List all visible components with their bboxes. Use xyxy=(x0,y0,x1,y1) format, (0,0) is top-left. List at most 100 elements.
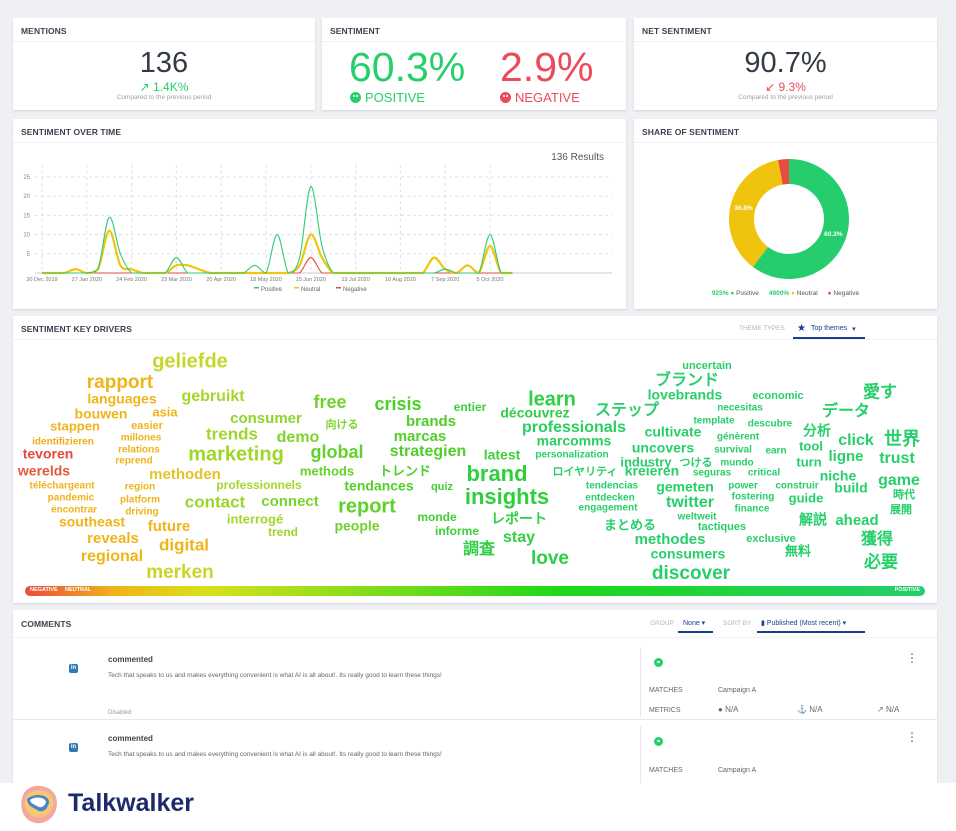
word-cloud-term[interactable]: 必要 xyxy=(863,551,898,571)
word-cloud-term[interactable]: seguras xyxy=(693,468,732,479)
word-cloud-term[interactable]: 時代 xyxy=(893,487,915,501)
word-cloud-term[interactable]: 向ける xyxy=(326,417,359,431)
word-cloud-term[interactable]: earn xyxy=(765,446,786,457)
word-cloud-term[interactable]: ligne xyxy=(828,448,863,465)
word-cloud-term[interactable]: construir xyxy=(775,481,818,492)
word-cloud-term[interactable]: reprend xyxy=(115,456,152,467)
word-cloud-term[interactable]: southeast xyxy=(59,514,125,530)
word-cloud-term[interactable]: téléchargeant xyxy=(29,481,95,492)
word-cloud-term[interactable]: strategien xyxy=(390,443,466,460)
word-cloud-term[interactable]: tendencias xyxy=(586,481,639,492)
word-cloud-term[interactable]: industry xyxy=(620,454,672,469)
word-cloud-term[interactable]: トレンド xyxy=(379,463,431,478)
word-cloud-term[interactable]: necesitas xyxy=(717,403,763,414)
word-cloud-term[interactable]: power xyxy=(728,481,758,492)
word-cloud-term[interactable]: region xyxy=(125,482,156,493)
word-cloud-term[interactable]: guide xyxy=(789,490,824,505)
word-cloud-term[interactable]: stappen xyxy=(50,418,100,433)
word-cloud-term[interactable]: quiz xyxy=(431,481,453,493)
word-cloud-term[interactable]: ロイヤリティ xyxy=(552,465,617,478)
word-cloud-term[interactable]: free xyxy=(313,392,346,412)
word-cloud-term[interactable]: tactiques xyxy=(698,521,746,533)
word-cloud-term[interactable]: uncertain xyxy=(682,360,732,372)
word-cloud-term[interactable]: trust xyxy=(879,450,915,467)
word-cloud-term[interactable]: template xyxy=(693,416,735,427)
word-cloud-term[interactable]: 分析 xyxy=(803,423,831,439)
word-cloud-term[interactable]: gemeten xyxy=(656,479,714,495)
word-cloud-term[interactable]: trend xyxy=(268,525,298,539)
word-cloud-term[interactable]: professionnels xyxy=(216,478,302,492)
word-cloud-term[interactable]: twitter xyxy=(666,494,714,511)
word-cloud-term[interactable]: finance xyxy=(734,504,769,515)
word-cloud-term[interactable]: encontrar xyxy=(51,505,97,516)
word-cloud-term[interactable]: digital xyxy=(159,535,209,554)
word-cloud-term[interactable]: professionals xyxy=(522,419,626,436)
word-cloud-term[interactable]: 愛す xyxy=(863,381,897,401)
word-cloud-term[interactable]: languages xyxy=(87,391,156,407)
word-cloud-term[interactable]: economic xyxy=(752,390,803,402)
word-cloud-term[interactable]: build xyxy=(834,480,867,496)
sort-dropdown[interactable]: ▮ Published (Most recent) ▾ xyxy=(761,620,847,627)
word-cloud-term[interactable]: game xyxy=(878,472,920,489)
word-cloud-term[interactable]: weltweit xyxy=(677,512,718,523)
word-cloud-term[interactable]: methoden xyxy=(149,466,221,483)
word-cloud-term[interactable]: asia xyxy=(152,404,178,419)
word-cloud-term[interactable]: identifizieren xyxy=(32,437,94,448)
word-cloud-term[interactable]: personalization xyxy=(535,450,608,461)
word-cloud-term[interactable]: survival xyxy=(714,445,752,456)
more-options-icon[interactable]: ⋮ xyxy=(906,730,918,744)
word-cloud-term[interactable]: 調査 xyxy=(463,539,495,558)
word-cloud-term[interactable]: demo xyxy=(277,429,320,446)
word-cloud-term[interactable]: monde xyxy=(417,510,457,524)
word-cloud-term[interactable]: つける xyxy=(680,456,713,469)
word-cloud-term[interactable]: relations xyxy=(118,445,160,456)
word-cloud-term[interactable]: consumers xyxy=(651,546,726,562)
word-cloud-term[interactable]: methodes xyxy=(635,531,706,548)
word-cloud-term[interactable]: cultivate xyxy=(645,424,702,440)
word-cloud-term[interactable]: engagement xyxy=(579,503,639,514)
word-cloud-term[interactable]: contact xyxy=(185,492,246,511)
word-cloud-term[interactable]: interrogé xyxy=(227,511,283,526)
word-cloud-term[interactable]: pandemic xyxy=(48,493,95,504)
word-cloud-term[interactable]: latest xyxy=(484,447,521,463)
legend-neutral[interactable]: 4900% ● Neutral xyxy=(768,290,818,297)
word-cloud-term[interactable]: future xyxy=(148,518,191,535)
word-cloud-term[interactable]: 獲得 xyxy=(861,529,893,548)
word-cloud-term[interactable]: report xyxy=(338,495,396,517)
word-cloud-term[interactable]: critical xyxy=(748,468,780,479)
word-cloud-term[interactable]: brand xyxy=(466,461,527,486)
word-cloud-term[interactable]: uncovers xyxy=(632,440,694,456)
word-cloud-term[interactable]: crisis xyxy=(374,394,421,414)
legend-positive[interactable]: 925% ● Positive xyxy=(711,290,759,297)
word-cloud-term[interactable]: tendances xyxy=(344,478,413,494)
word-cloud-term[interactable]: love xyxy=(531,548,569,569)
word-cloud-term[interactable]: 展開 xyxy=(889,503,912,516)
word-cloud-term[interactable]: découvrez xyxy=(500,405,569,421)
word-cloud-term[interactable]: millones xyxy=(121,433,162,444)
word-cloud-term[interactable]: turn xyxy=(796,454,821,469)
word-cloud-term[interactable]: global xyxy=(311,442,364,462)
word-cloud-term[interactable]: marcomms xyxy=(537,433,612,449)
word-cloud-term[interactable]: descubre xyxy=(748,419,793,430)
word-cloud-term[interactable]: platform xyxy=(120,495,160,506)
word-cloud-term[interactable]: merken xyxy=(146,562,214,583)
word-cloud-term[interactable]: marketing xyxy=(188,443,284,465)
more-options-icon[interactable]: ⋮ xyxy=(906,651,918,665)
word-cloud-term[interactable]: trends xyxy=(206,424,258,443)
word-cloud-term[interactable]: discover xyxy=(652,563,731,584)
word-cloud-term[interactable]: 世界 xyxy=(884,429,920,449)
word-cloud-term[interactable]: génèrent xyxy=(717,432,760,443)
word-cloud-term[interactable]: learn xyxy=(528,388,576,410)
word-cloud-term[interactable]: exclusive xyxy=(746,533,796,545)
word-cloud-term[interactable]: まとめる xyxy=(604,517,656,532)
word-cloud-term[interactable]: insights xyxy=(465,484,549,509)
word-cloud-term[interactable]: データ xyxy=(822,401,870,420)
word-cloud-term[interactable]: 無料 xyxy=(785,543,811,558)
word-cloud-term[interactable]: tool xyxy=(799,438,823,453)
word-cloud-term[interactable]: ahead xyxy=(835,512,878,529)
word-cloud-term[interactable]: consumer xyxy=(230,410,302,427)
word-cloud-term[interactable]: mundo xyxy=(720,458,753,469)
word-cloud-term[interactable]: stay xyxy=(503,529,535,546)
word-cloud-term[interactable]: entier xyxy=(454,400,487,414)
group-dropdown[interactable]: None ▾ xyxy=(683,620,706,627)
